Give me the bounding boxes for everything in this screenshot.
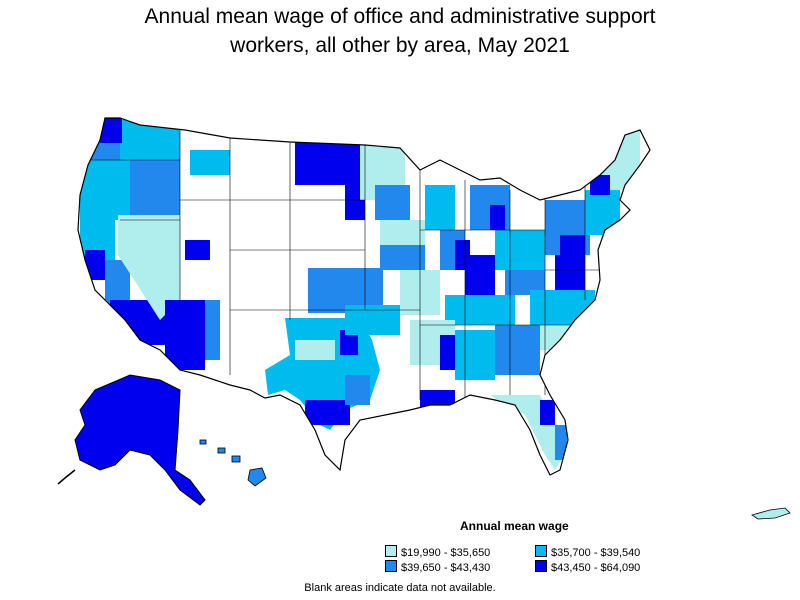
legend-label-4: $43,450 - $64,090 <box>551 562 641 574</box>
us-outline <box>77 117 651 476</box>
legend-item-4: $43,450 - $64,090 <box>535 560 640 574</box>
alaska-region <box>74 374 206 506</box>
legend-label-1: $19,990 - $35,650 <box>401 547 491 559</box>
legend-label-2: $35,700 - $39,540 <box>551 547 641 559</box>
legend-swatch-3 <box>385 560 397 572</box>
legend-swatch-2 <box>535 545 547 557</box>
legend-item-2: $35,700 - $39,540 <box>535 545 640 559</box>
title-line-2: workers, all other by area, May 2021 <box>230 34 570 57</box>
footnote: Blank areas indicate data not available. <box>304 582 496 594</box>
map-title: Annual mean wage of office and administr… <box>0 2 800 60</box>
hawaii-region <box>199 439 267 487</box>
legend-item-1: $19,990 - $35,650 <box>385 545 490 559</box>
aleutian-islands <box>57 469 76 485</box>
legend-swatch-1 <box>385 545 397 557</box>
legend-label-3: $39,650 - $43,430 <box>401 562 491 574</box>
legend-item-3: $39,650 - $43,430 <box>385 560 490 574</box>
legend: $19,990 - $35,650 $35,700 - $39,540 $39,… <box>385 545 685 575</box>
legend-swatch-4 <box>535 560 547 572</box>
us-map <box>0 100 800 520</box>
puerto-rico-region <box>751 507 791 520</box>
legend-title: Annual mean wage <box>460 519 569 533</box>
title-line-1: Annual mean wage of office and administr… <box>144 5 656 28</box>
